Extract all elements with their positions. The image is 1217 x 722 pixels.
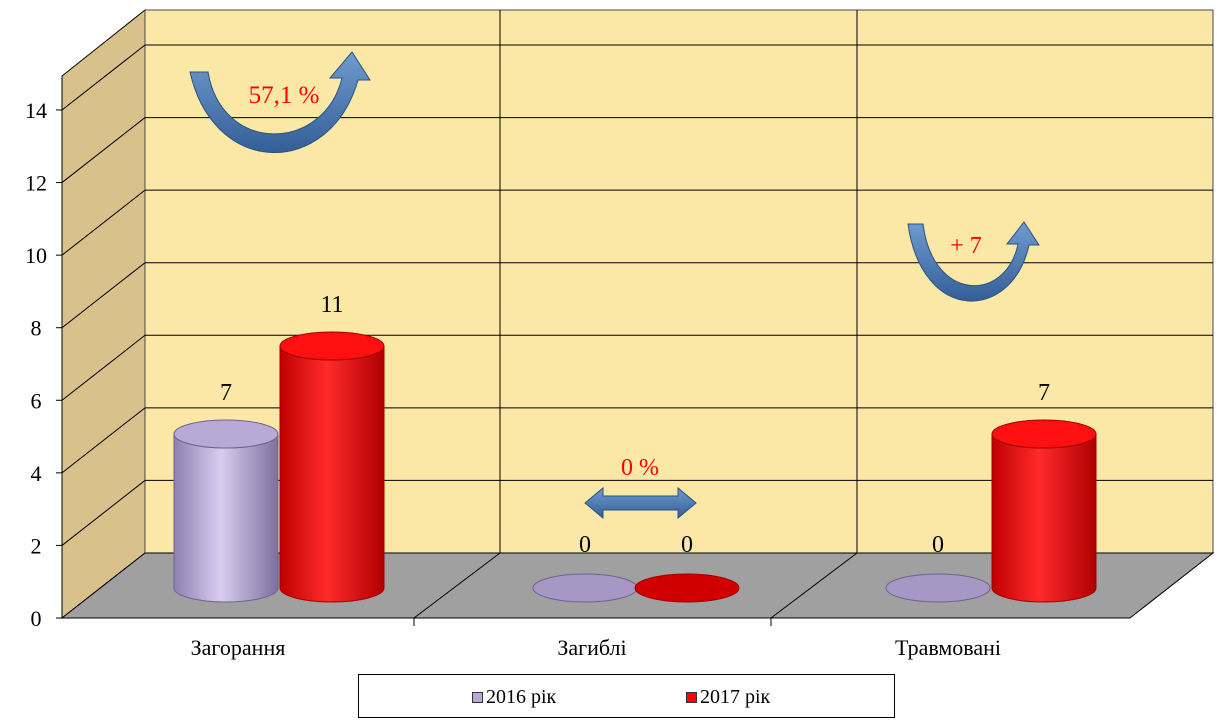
x-axis: Загорання Загиблі Травмовані — [191, 635, 1001, 660]
legend-swatch-2017 — [686, 691, 697, 703]
value-label-1-0: 0 — [579, 532, 591, 558]
y-axis: 0 2 4 6 8 10 12 14 — [25, 76, 1130, 631]
bar-1-1-zero-disk — [634, 573, 740, 603]
value-label-0-0: 7 — [220, 380, 232, 406]
y-tick-label: 12 — [25, 171, 47, 196]
bar-1-0-zero-disk — [532, 573, 638, 603]
legend-label-2017: 2017 рік — [700, 685, 771, 708]
value-label-1-1: 0 — [681, 532, 693, 558]
legend-swatch-2016 — [472, 691, 483, 703]
annotation-arrow-2 — [584, 486, 697, 520]
category-dividers — [413, 10, 858, 626]
y-tick-label: 2 — [31, 533, 42, 558]
category-divider-floor — [770, 552, 858, 619]
gridline-side — [61, 407, 146, 474]
annotation-label-1: 57,1 % — [249, 82, 320, 109]
bar-0-1-body — [279, 345, 385, 603]
y-tick-label: 0 — [31, 606, 42, 631]
bar-0-0-body — [173, 433, 279, 603]
value-labels: 7 0 0 11 0 7 — [220, 292, 1050, 558]
annotation-arrow-1 — [189, 51, 371, 153]
annotation-arrow-3 — [907, 221, 1040, 302]
legend-item-2016: 2016 рік — [472, 685, 556, 709]
legend-item-2017: 2017 рік — [686, 685, 770, 709]
bar-2-0-zero-disk — [885, 573, 991, 603]
gridline-side — [61, 44, 146, 111]
category-label-2: Травмовані — [895, 635, 1001, 660]
value-label-2-0: 0 — [932, 532, 944, 558]
legend: 2016 рік 2017 рік — [358, 674, 895, 718]
annotation-label-3: + 7 — [950, 233, 982, 259]
value-label-0-1: 11 — [320, 292, 343, 318]
gridline-side — [61, 334, 146, 401]
category-divider-floor — [413, 552, 501, 619]
category-label-0: Загорання — [191, 635, 286, 660]
bars — [173, 331, 1097, 603]
gridline-side — [61, 480, 146, 546]
y-tick-label: 4 — [31, 461, 42, 486]
bar-2-1-cap — [991, 419, 1097, 449]
category-label-1: Загиблі — [557, 635, 626, 660]
y-tick-label: 8 — [31, 316, 42, 341]
gridline-side — [61, 262, 146, 329]
y-tick-label: 10 — [25, 243, 47, 268]
bar-0-1-cap — [279, 331, 385, 361]
annotation-label-2: 0 % — [621, 455, 659, 481]
gridline-side — [61, 117, 146, 183]
bar-0-0-cap — [173, 419, 279, 449]
bar-2-1-body — [991, 433, 1097, 603]
gridline-side — [61, 189, 146, 256]
side-wall — [61, 8, 146, 620]
legend-label-2016: 2016 рік — [486, 685, 557, 708]
value-label-2-1: 7 — [1038, 380, 1050, 406]
y-tick-label: 6 — [31, 388, 42, 413]
y-tick-label: 14 — [25, 98, 47, 123]
